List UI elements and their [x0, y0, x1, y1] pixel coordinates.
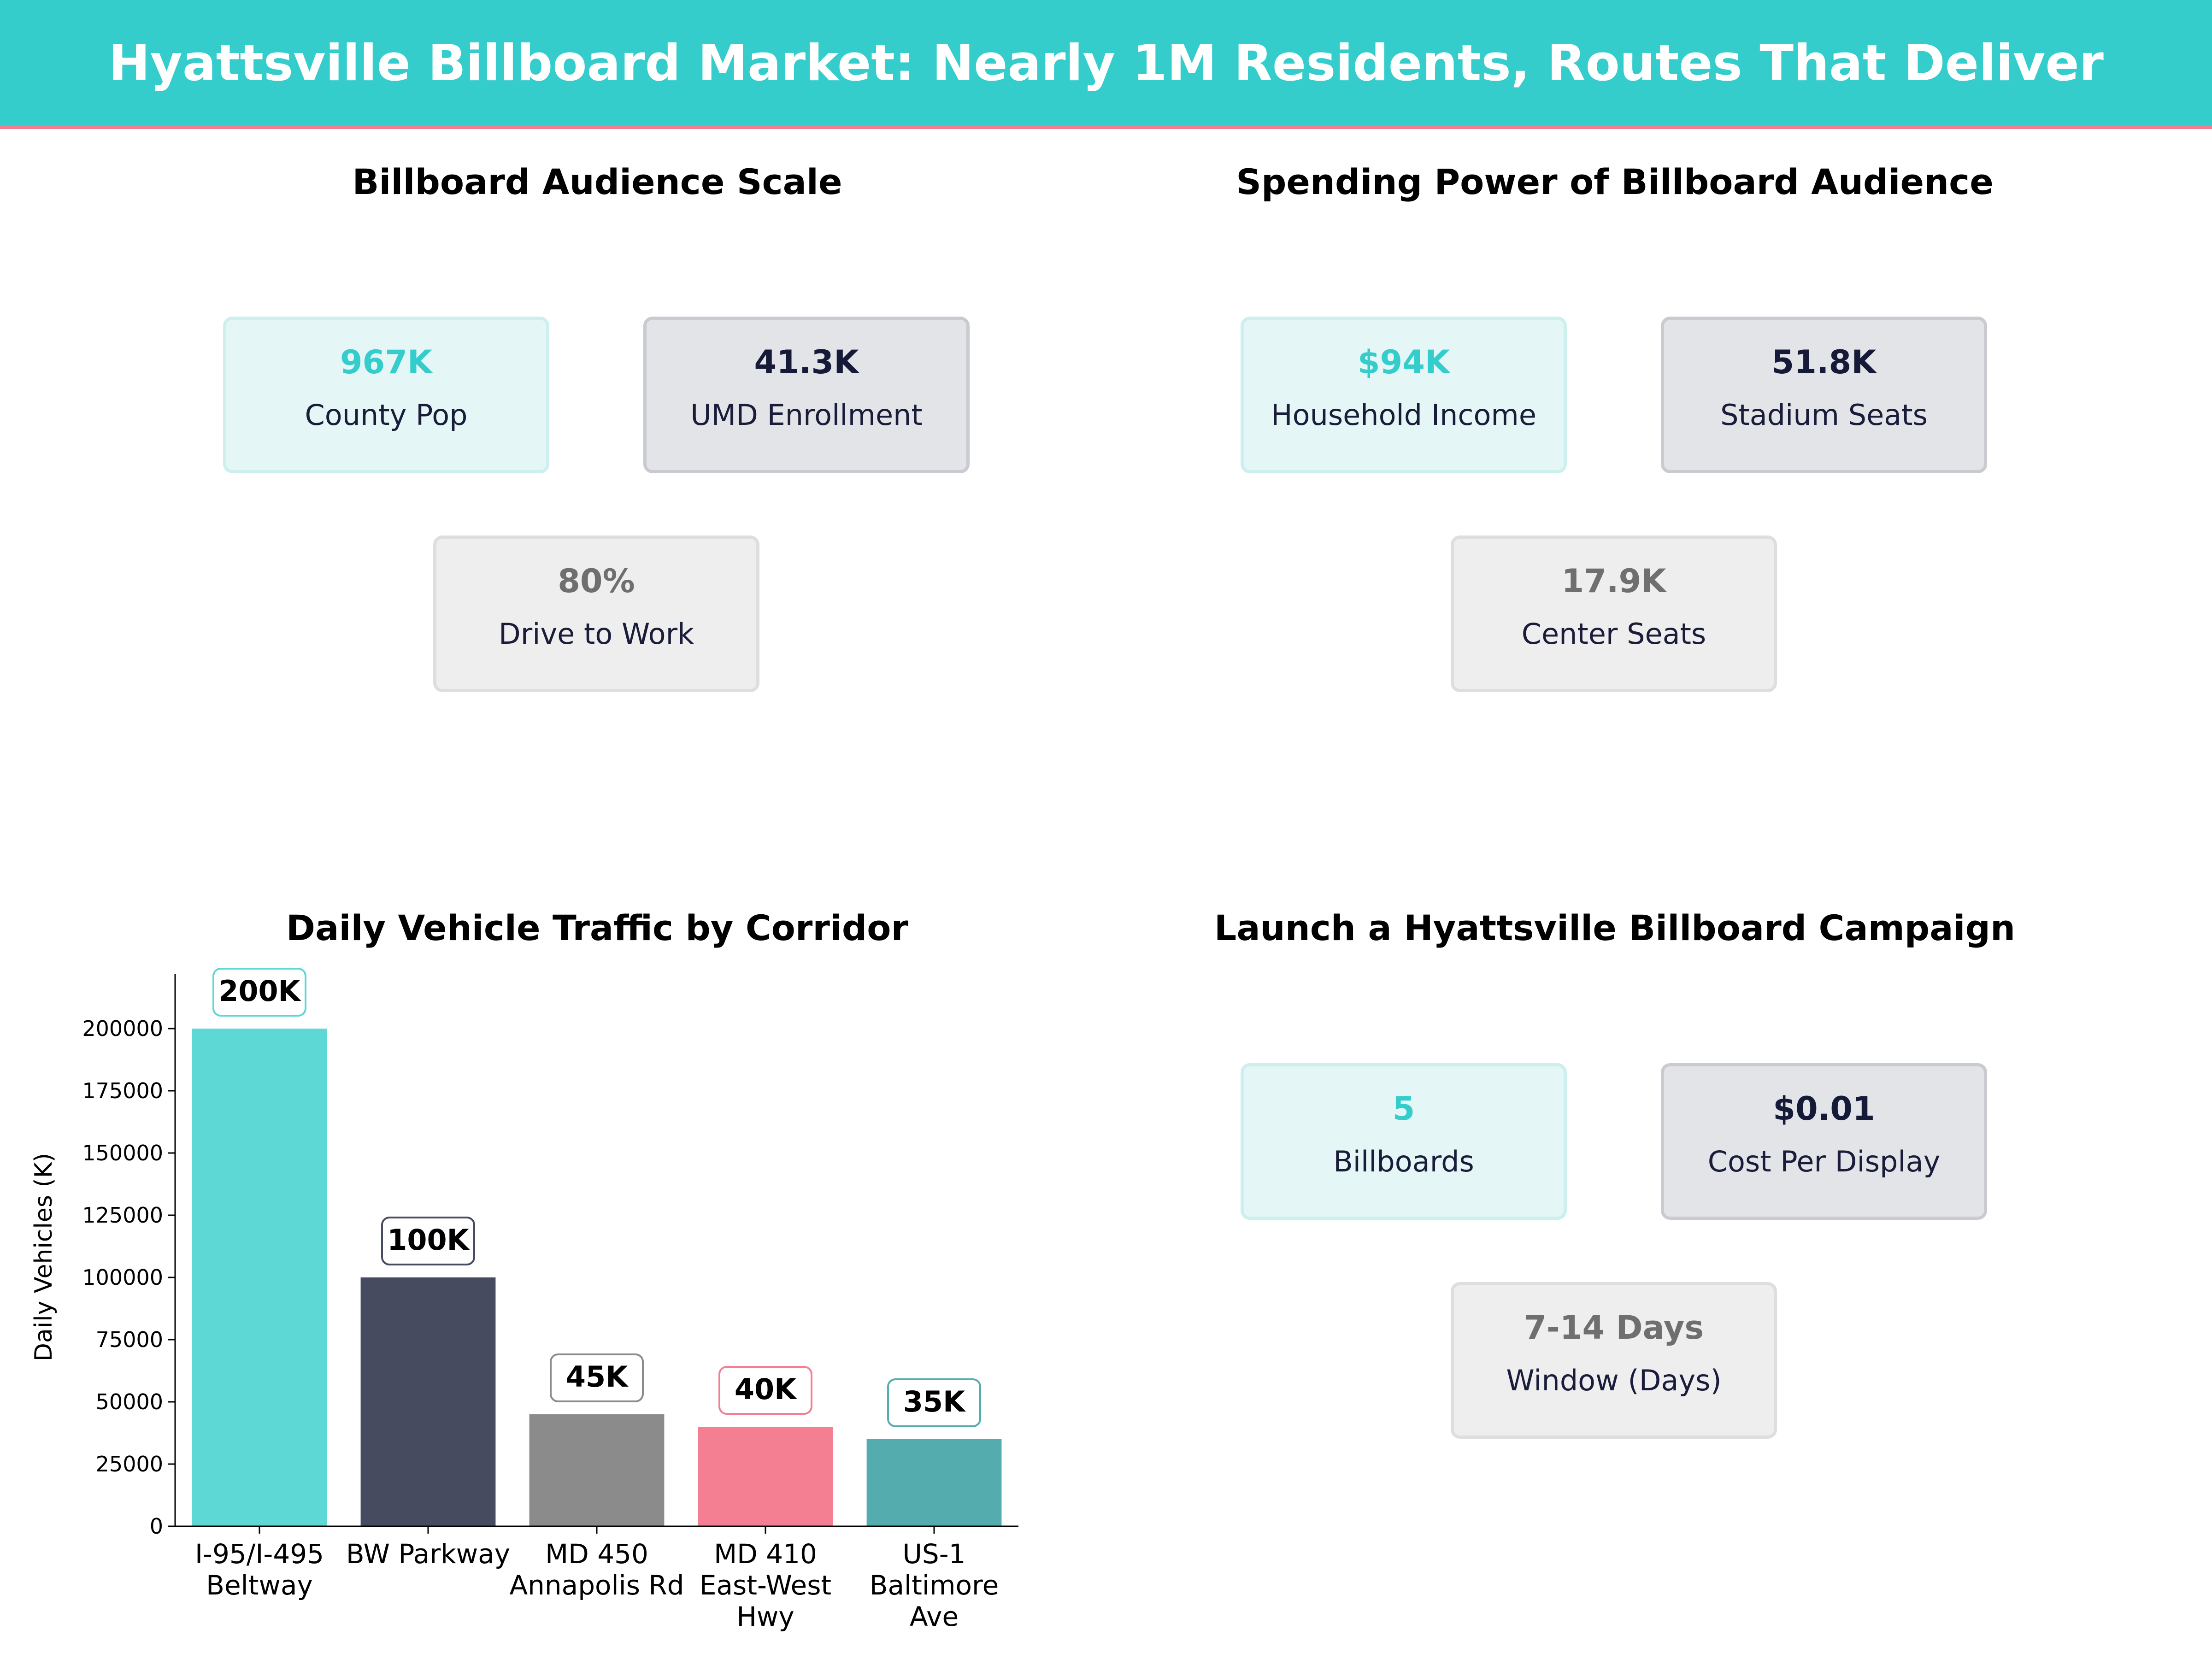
x-tick-label: I-95/I-495 Beltway [195, 1538, 324, 1601]
y-tick-label: 25000 [96, 1452, 163, 1477]
traffic-panel-title: Daily Vehicle Traffic by Corridor [286, 907, 908, 948]
title-banner: Hyattsville Billboard Market: Nearly 1M … [0, 0, 2212, 129]
bar [698, 1427, 833, 1526]
y-tick-label: 100000 [82, 1265, 163, 1290]
data-label: 35K [903, 1385, 966, 1418]
kpi-label: Window (Days) [1506, 1364, 1722, 1397]
spending-panel-title: Spending Power of Billboard Audience [1236, 161, 1994, 202]
bar [529, 1414, 665, 1526]
data-label-box [887, 1378, 981, 1427]
kpi-label: Stadium Seats [1720, 398, 1928, 432]
kpi-value: 967K [340, 343, 433, 381]
kpi-label: Billboards [1333, 1145, 1474, 1178]
kpi-value: 17.9K [1561, 562, 1666, 600]
data-label: 45K [566, 1360, 629, 1394]
kpi-value: $0.01 [1773, 1090, 1875, 1128]
y-tick-label: 125000 [82, 1203, 163, 1228]
bar [192, 1029, 327, 1526]
kpi-value: $94K [1357, 343, 1450, 381]
kpi-label: Cost Per Display [1707, 1145, 1941, 1178]
kpi-label: County Pop [305, 398, 468, 432]
dashboard-title: Hyattsville Billboard Market: Nearly 1M … [108, 35, 2104, 92]
audience-panel-title: Billboard Audience Scale [352, 161, 842, 202]
kpi-label: Drive to Work [499, 617, 694, 651]
traffic-bar-chart: 0 25000 50000 75000 100000 125000 150000 175000… [30, 968, 1018, 1632]
x-tick-label: MD 410 East-West Hwy [700, 1538, 831, 1632]
x-tick-label: US-1 Baltimore Ave [870, 1538, 999, 1632]
kpi-label: UMD Enrollment [690, 398, 923, 432]
x-tick-label: MD 450 Annapolis Rd [509, 1538, 684, 1601]
kpi-value: 80% [558, 562, 635, 600]
kpi-card-umd-enrollment: 41.3K UMD Enrollment [643, 317, 970, 473]
kpi-value: 51.8K [1771, 343, 1877, 381]
kpi-value: 7-14 Days [1524, 1309, 1704, 1347]
data-label: 40K [735, 1372, 797, 1406]
kpi-card-household-income: $94K Household Income [1241, 317, 1567, 473]
kpi-label: Center Seats [1521, 617, 1706, 651]
data-label-box [381, 1217, 475, 1265]
kpi-card-billboards: 5 Billboards [1241, 1063, 1567, 1220]
kpi-card-campaign-window: 7-14 Days Window (Days) [1451, 1282, 1777, 1439]
y-tick-label: 0 [150, 1514, 163, 1539]
data-label-box [718, 1366, 812, 1415]
x-tick-label: BW Parkway [346, 1538, 510, 1570]
data-label: 100K [387, 1223, 470, 1257]
kpi-card-stadium-seats: 51.8K Stadium Seats [1661, 317, 1987, 473]
kpi-label: Household Income [1271, 398, 1536, 432]
kpi-card-drive-to-work: 80% Drive to Work [433, 535, 759, 692]
data-label: 200K [218, 974, 301, 1008]
kpi-card-center-seats: 17.9K Center Seats [1451, 535, 1777, 692]
kpi-value: 41.3K [754, 343, 859, 381]
y-tick-label: 150000 [82, 1141, 163, 1165]
kpi-card-cost-per-display: $0.01 Cost Per Display [1661, 1063, 1987, 1220]
y-tick-label: 75000 [96, 1327, 163, 1352]
kpi-card-county-pop: 967K County Pop [223, 317, 549, 473]
y-tick-label: 200000 [82, 1016, 163, 1041]
y-axis-label: Daily Vehicles (K) [30, 1153, 58, 1361]
bar [866, 1439, 1002, 1526]
campaign-panel-title: Launch a Hyattsville Billboard Campaign [1214, 907, 2016, 948]
y-tick-label: 175000 [82, 1078, 163, 1103]
data-label-box [550, 1353, 644, 1402]
y-tick-label: 50000 [96, 1389, 163, 1414]
bar [360, 1277, 496, 1526]
data-label-box [212, 968, 306, 1017]
kpi-value: 5 [1392, 1090, 1415, 1128]
